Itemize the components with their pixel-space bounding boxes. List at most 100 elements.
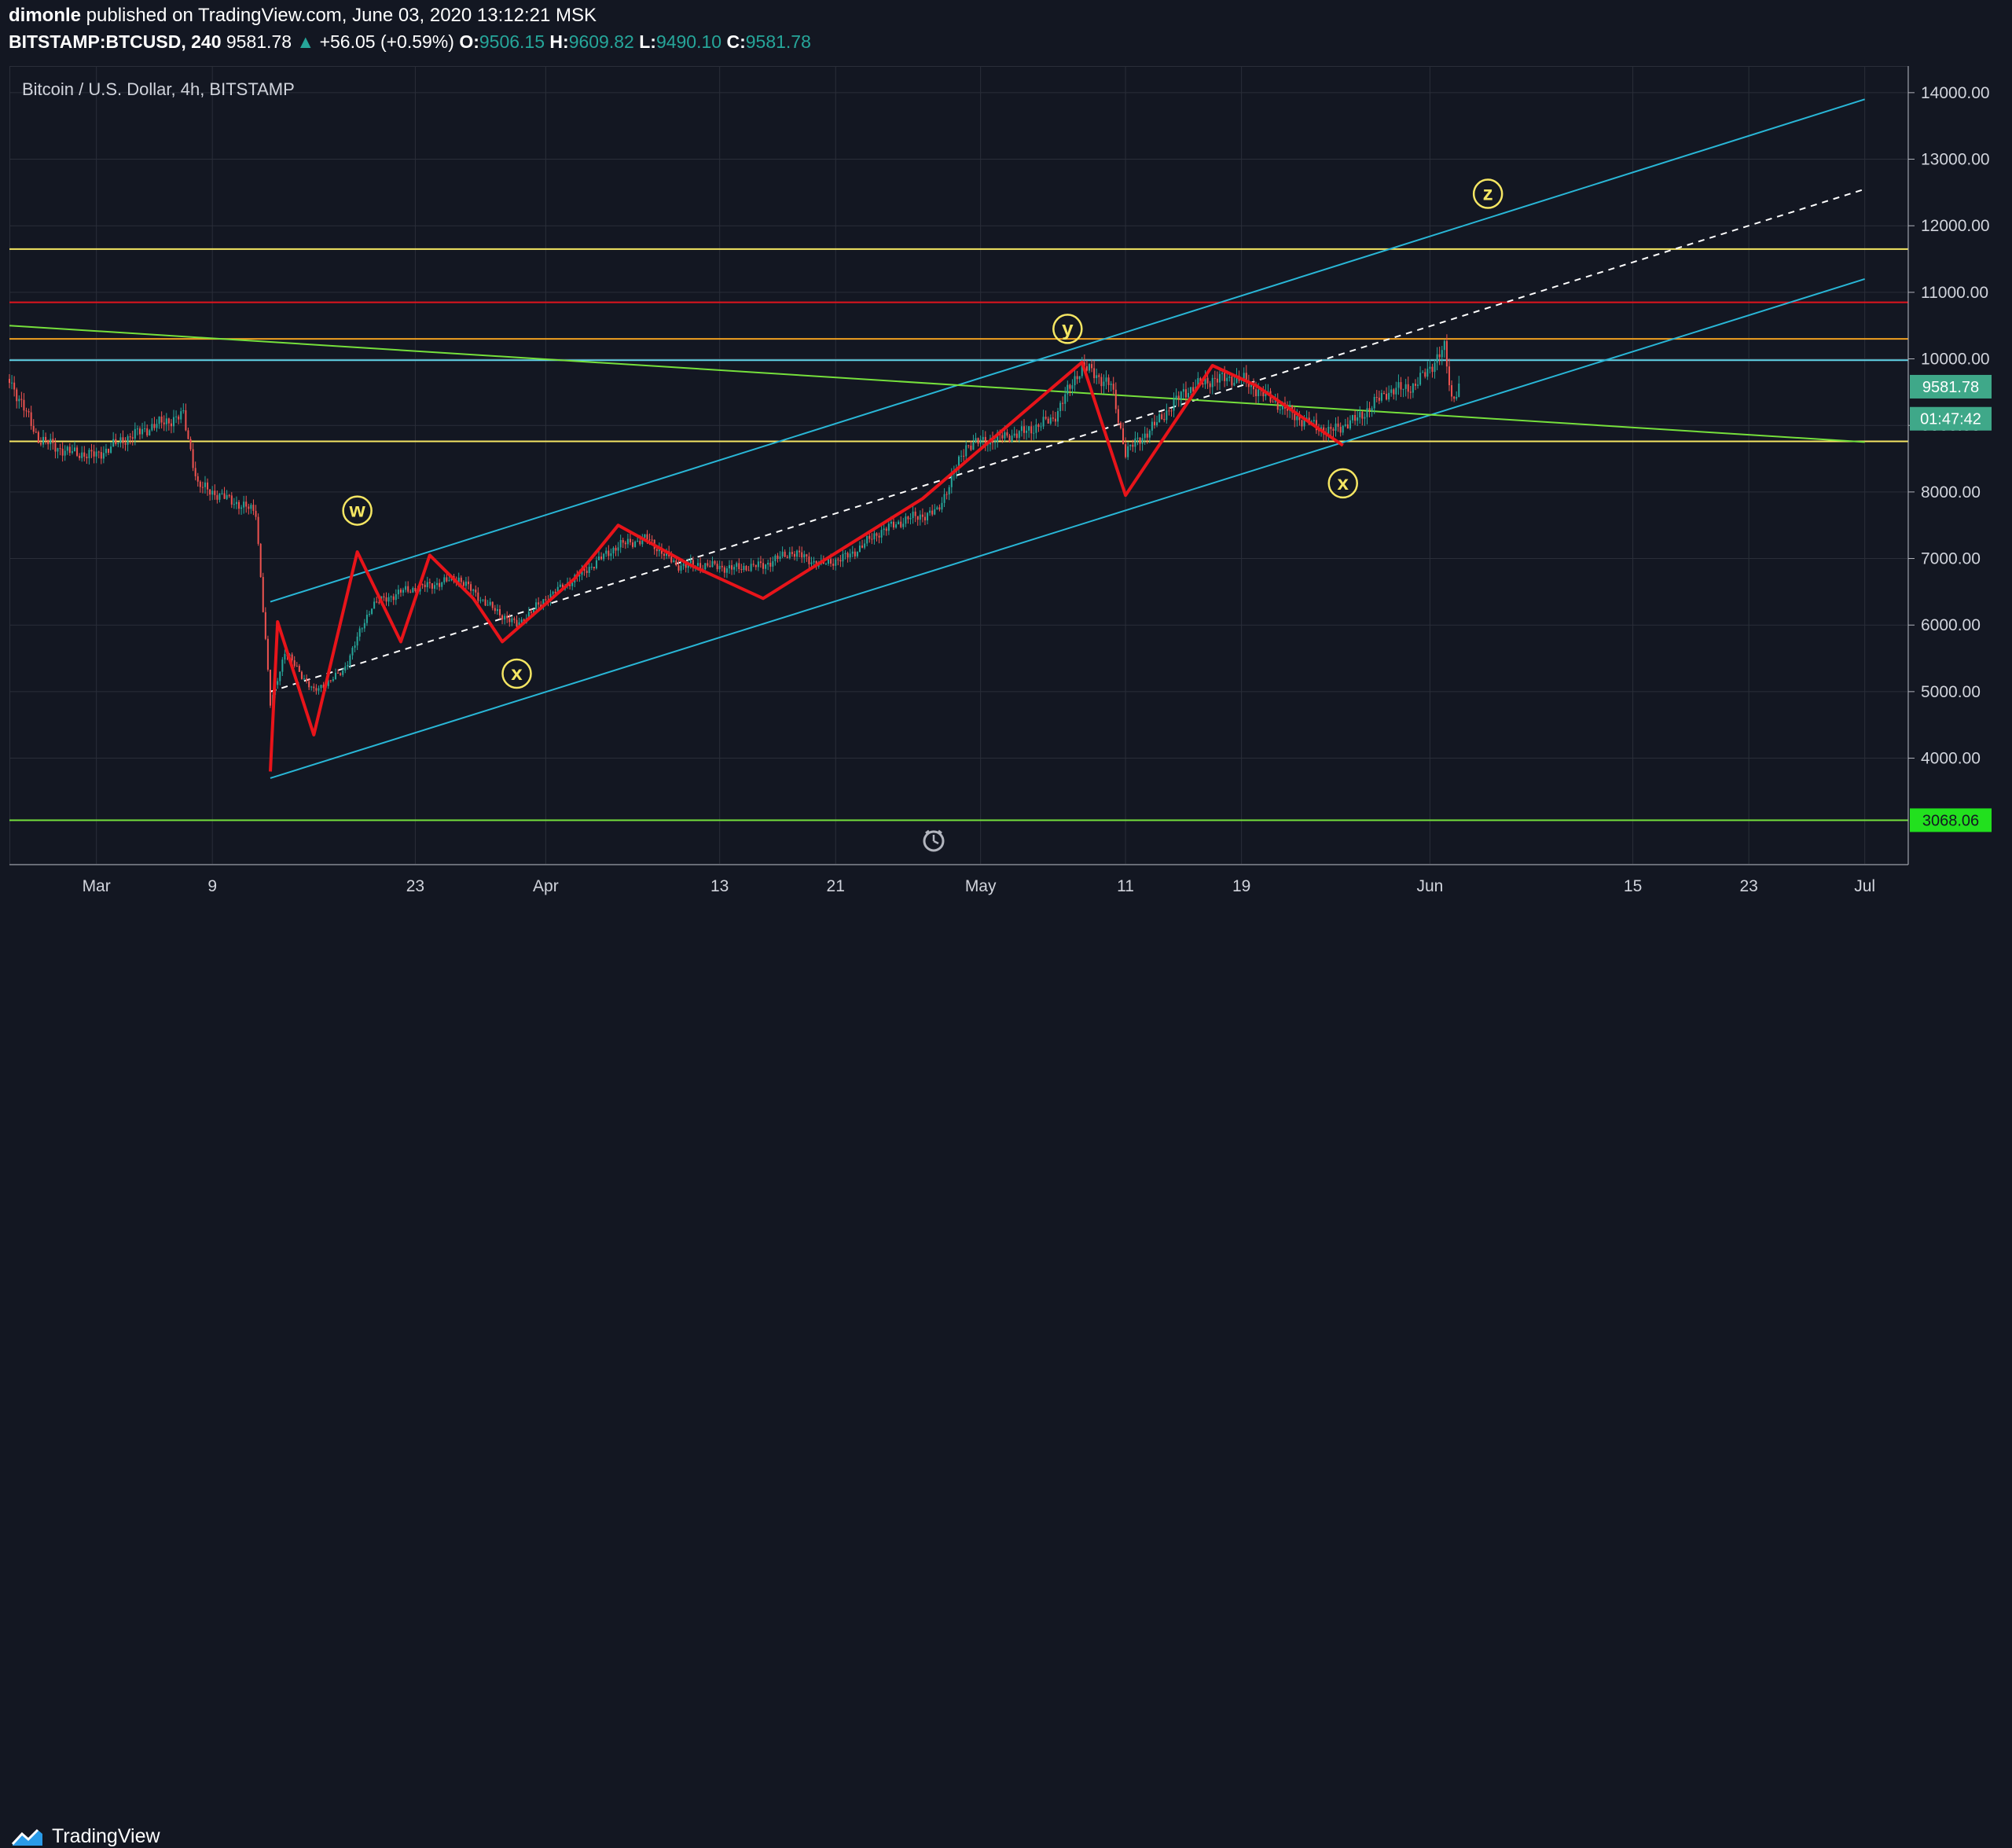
candle-body <box>124 443 127 445</box>
candle-body <box>806 554 808 557</box>
candle-body <box>593 567 595 569</box>
open-value: 9506.15 <box>479 31 545 52</box>
candle-body <box>310 686 313 688</box>
price-chart[interactable]: w x y x z Bitcoin / U.S. Dollar, 4h, BITSTAM… <box>0 0 2012 958</box>
author-name[interactable]: dimonle <box>9 5 82 26</box>
candle-body <box>262 577 264 612</box>
candle-body <box>1042 417 1045 427</box>
trend-lines <box>9 98 1865 779</box>
candle-body <box>533 609 535 613</box>
candle-body <box>363 623 365 629</box>
candle-body <box>697 563 699 566</box>
candle-body <box>1011 435 1013 443</box>
candle-body <box>93 451 95 457</box>
candle-body <box>484 599 486 606</box>
candle-body <box>644 534 646 538</box>
candle-body <box>1067 384 1069 395</box>
tradingview-logo[interactable]: TradingView <box>9 1825 160 1848</box>
x-tick-label: 13 <box>710 877 729 895</box>
candle-body <box>1062 402 1064 404</box>
candle-body <box>832 564 835 566</box>
candle-body <box>18 399 20 402</box>
publish-header: dimonle published on TradingView.com, Ju… <box>0 0 2012 60</box>
candle-body <box>1057 410 1059 422</box>
candle-body <box>808 556 810 564</box>
candle-body <box>105 448 107 454</box>
candle-body <box>830 559 832 564</box>
candle-body <box>1453 396 1456 399</box>
candle-body <box>1231 377 1233 386</box>
candle-body <box>9 378 10 384</box>
candle-body <box>774 555 777 561</box>
candle-body <box>1226 377 1228 381</box>
candle-body <box>1168 410 1170 412</box>
candle-body <box>736 563 738 568</box>
candle-body <box>327 680 329 686</box>
time-axis[interactable]: Mar 9 23 Apr 13 21 May 11 19 Jun 15 23 Jul <box>9 864 1908 895</box>
candle-body <box>431 582 433 589</box>
price-axis[interactable]: 14000.00 13000.00 12000.00 11000.00 10000.00… <box>1907 66 1990 865</box>
candle-body <box>898 521 900 525</box>
candle-body <box>1213 377 1216 379</box>
candle-body <box>284 653 286 660</box>
candle-body <box>1059 402 1062 411</box>
y-tick-label: 7000.00 <box>1921 550 1981 568</box>
candle-body <box>235 501 237 505</box>
y-tick-label: 12000.00 <box>1921 217 1990 235</box>
candle-body <box>1400 382 1402 390</box>
x-tick-label: Jun <box>1416 877 1443 895</box>
alarm-clock-icon[interactable] <box>923 829 945 852</box>
candle-body <box>296 666 298 667</box>
candle-body <box>941 502 943 510</box>
candle-body <box>424 584 426 588</box>
candle-body <box>318 688 320 691</box>
candle-body <box>1093 368 1096 379</box>
candle-body <box>685 564 687 568</box>
price-label-bg <box>1910 406 1992 431</box>
candle-body <box>30 412 32 426</box>
candle-body <box>496 609 498 612</box>
candle-body <box>513 618 516 620</box>
candle-body <box>772 560 774 567</box>
candle-body <box>1441 350 1443 358</box>
candle-body <box>1173 399 1175 411</box>
candle-body <box>651 539 653 541</box>
candle-body <box>871 538 873 540</box>
candle-body <box>660 548 663 554</box>
candle-body <box>639 541 641 545</box>
candle-body <box>1146 433 1148 438</box>
candle-body <box>1049 417 1052 424</box>
wave-path <box>269 360 1344 772</box>
candle-body <box>32 425 35 432</box>
candle-body <box>115 439 117 444</box>
candle-body <box>1412 384 1414 393</box>
candle-body <box>194 468 196 476</box>
candle-body <box>1107 377 1110 385</box>
candle-body <box>112 439 115 447</box>
candle-body <box>586 571 588 573</box>
x-tick-label: 23 <box>406 877 424 895</box>
candle-body <box>378 602 380 604</box>
candle-body <box>791 552 793 554</box>
candle-body <box>1294 412 1296 421</box>
candle-body <box>725 568 728 573</box>
candle-body <box>259 543 262 578</box>
candle-body <box>1243 373 1245 380</box>
candle-body <box>1378 397 1380 401</box>
price-label-text: 3068.06 <box>1922 812 1979 829</box>
trendline-channel_upper <box>270 98 1865 603</box>
candle-body <box>612 547 615 553</box>
candle-body <box>520 619 523 623</box>
candle-body <box>552 591 554 594</box>
candle-body <box>1352 414 1354 421</box>
candle-body <box>226 494 228 499</box>
candle-body <box>527 612 530 619</box>
candle-body <box>516 619 518 627</box>
candle-body <box>266 638 269 670</box>
candle-body <box>214 490 216 495</box>
candle-body <box>784 551 786 557</box>
candle-body <box>905 516 907 524</box>
candle-body <box>1354 414 1357 421</box>
candle-body <box>1071 385 1074 389</box>
candle-body <box>1276 400 1279 410</box>
